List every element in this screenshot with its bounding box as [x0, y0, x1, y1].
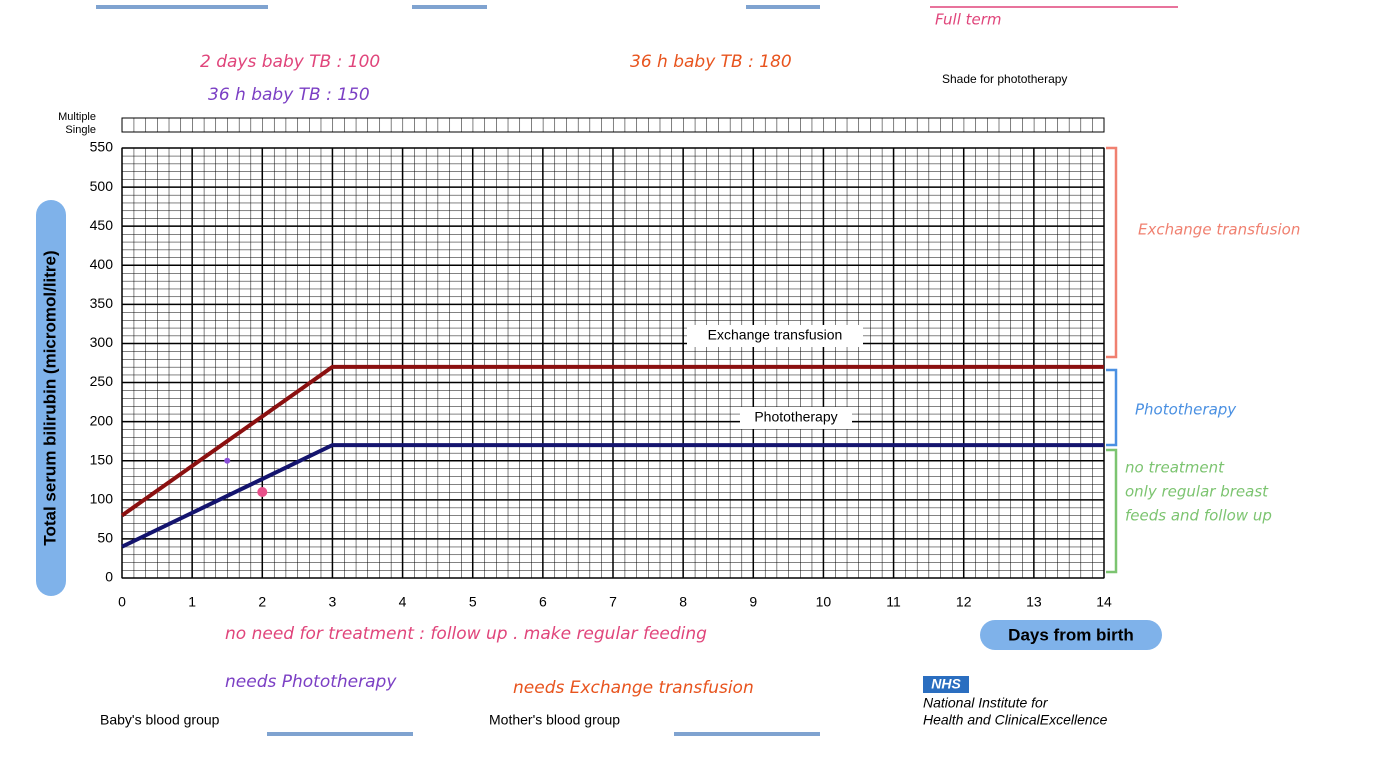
data-point	[257, 487, 268, 497]
y-label-pill	[36, 200, 66, 596]
x-axis-title: Days from birth	[1008, 625, 1134, 644]
footer-label: Baby's blood group	[100, 712, 220, 728]
annotation: feeds and follow up	[1125, 507, 1272, 525]
x-tick-label: 10	[816, 594, 832, 610]
nhs-logo-text: NHS	[931, 676, 961, 692]
footer-label: Mother's blood group	[489, 712, 620, 728]
y-tick-label: 50	[97, 530, 113, 546]
series-line	[121, 443, 1104, 549]
shade-note: Shade for phototherapy	[942, 72, 1067, 86]
y-tick-label: 150	[90, 451, 114, 467]
annotation: needs Phototherapy	[225, 672, 397, 692]
row-label: Single	[65, 124, 96, 136]
y-tick-label: 550	[90, 139, 114, 155]
x-tick-label: 14	[1096, 594, 1112, 610]
annotation: 2 days baby TB : 100	[200, 52, 380, 72]
x-tick-label: 1	[188, 594, 196, 610]
x-tick-label: 13	[1026, 594, 1042, 610]
x-label-pill	[980, 620, 1162, 650]
y-tick-label: 500	[90, 178, 114, 194]
annotation: needs Exchange transfusion	[513, 678, 754, 698]
y-tick-label: 300	[90, 334, 114, 350]
y-tick-label: 250	[90, 373, 114, 389]
x-tick-label: 3	[329, 594, 337, 610]
x-tick-label: 4	[399, 594, 407, 610]
zone-label-bg	[687, 325, 863, 347]
x-tick-label: 11	[886, 594, 901, 610]
zone-label: Exchange transfusion	[708, 327, 843, 343]
annotation: no treatment	[1125, 459, 1225, 477]
x-tick-label: 0	[118, 594, 126, 610]
zone-label: Phototherapy	[754, 409, 837, 425]
x-tick-label: 2	[258, 594, 266, 610]
row-ticks	[121, 117, 1105, 133]
annotation: Phototherapy	[1135, 401, 1237, 419]
x-tick-label: 12	[956, 594, 972, 610]
annotation: no need for treatment : follow up . make…	[225, 624, 707, 644]
series-line	[120, 364, 1104, 518]
annotation: Full term	[935, 11, 1002, 29]
y-tick-label: 100	[90, 491, 114, 507]
bracket	[1106, 368, 1118, 447]
institute: Health and ClinicalExcellence	[923, 712, 1108, 728]
data-point	[224, 457, 231, 464]
x-tick-label: 9	[749, 594, 757, 610]
x-tick-label: 8	[679, 594, 687, 610]
institute: National Institute for	[923, 695, 1049, 711]
x-tick-label: 6	[539, 594, 547, 610]
zone-label-bg	[740, 407, 852, 429]
annotation: 36 h baby TB : 180	[630, 52, 792, 72]
annotation: 36 h baby TB : 150	[208, 85, 370, 105]
bracket	[1106, 448, 1118, 574]
y-tick-label: 450	[90, 217, 114, 233]
x-tick-label: 7	[609, 594, 617, 610]
y-axis-title: Total serum bilirubin (micromol/litre)	[40, 250, 59, 545]
annotation: Exchange transfusion	[1138, 221, 1300, 239]
row-label: Multiple	[58, 111, 96, 123]
annotation: only regular breast	[1125, 483, 1269, 501]
y-tick-label: 400	[90, 256, 114, 272]
nhs-logo	[923, 676, 969, 693]
y-tick-label: 350	[90, 295, 114, 311]
x-tick-label: 5	[469, 594, 477, 610]
bracket	[1106, 146, 1118, 359]
y-tick-label: 0	[105, 569, 113, 585]
y-tick-label: 200	[90, 412, 114, 428]
